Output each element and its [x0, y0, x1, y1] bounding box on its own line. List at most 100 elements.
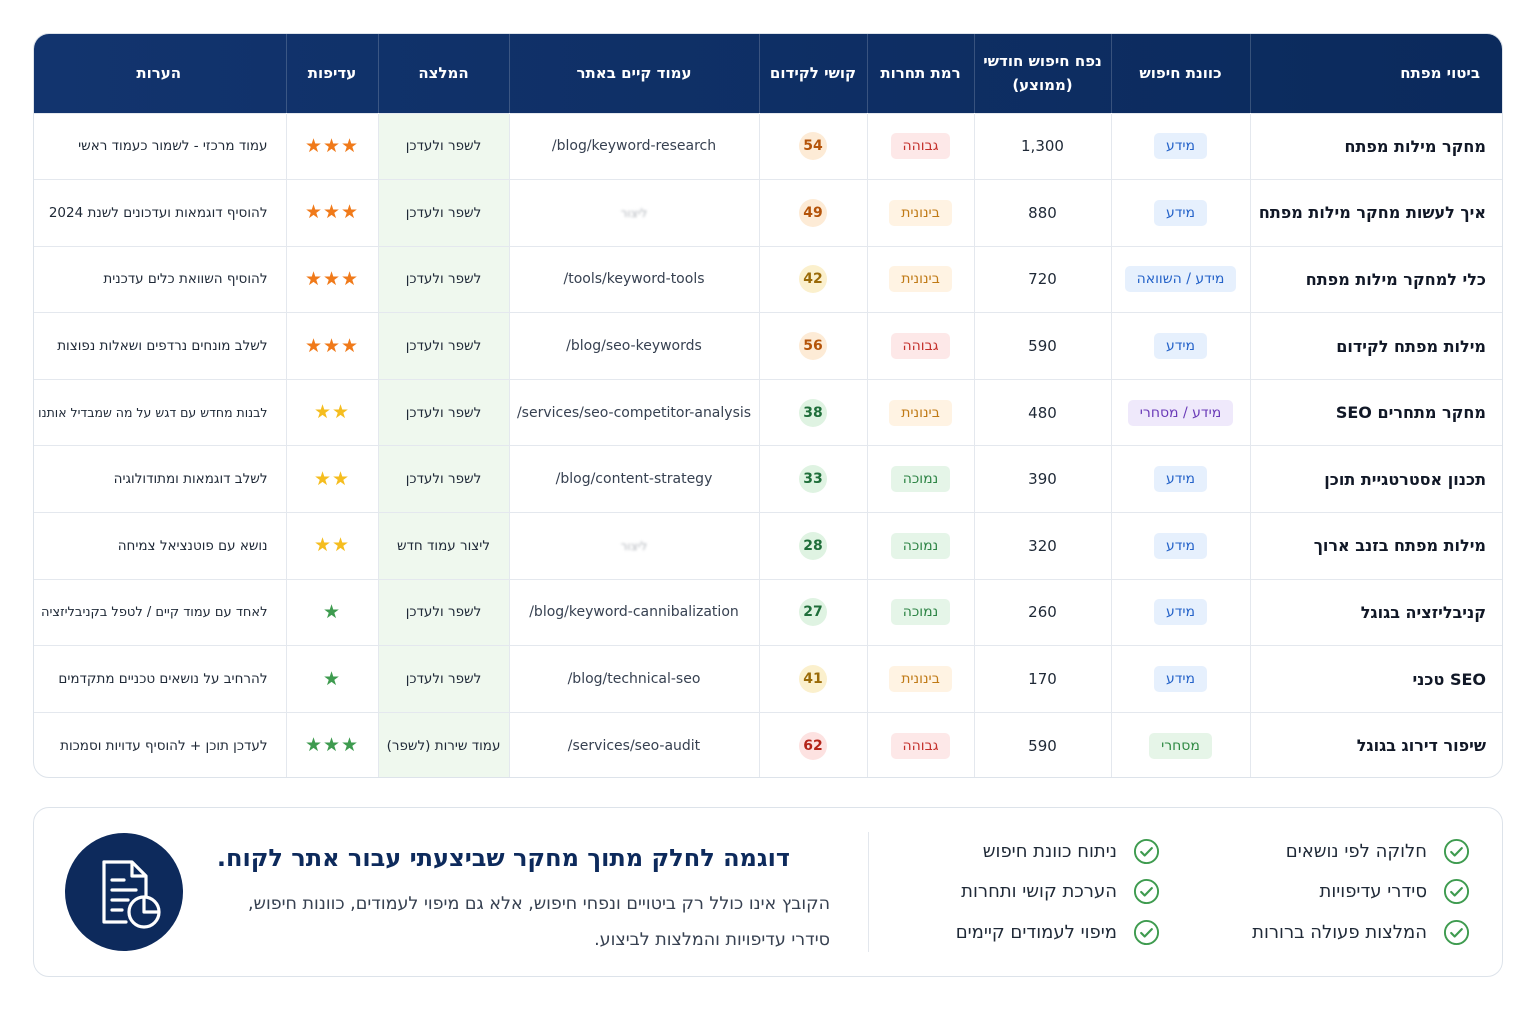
competition-badge: בינונית [889, 666, 952, 693]
summary-card: חלוקה לפי נושאים סידרי עדיפויות המלצות פ… [33, 807, 1503, 977]
intent-badge: מסחרי [1149, 732, 1212, 759]
notes-cell: לעדכן תוכן + להוסיף עדויות וסמכות [34, 711, 286, 777]
difficulty-cell: 28 [758, 512, 867, 580]
keyword-cell: SEO טכני [1249, 645, 1502, 713]
notes-cell: לאחד עם עמוד קיים / לטפל בקניבליזציה [34, 578, 286, 646]
competition-cell: בינונית [866, 245, 974, 313]
check-circle-icon [1443, 919, 1470, 946]
difficulty-badge: 49 [799, 198, 827, 227]
notes-cell: לשלב מונחים נרדפים ושאלות נפוצות [34, 312, 286, 380]
intent-badge: מידע [1153, 666, 1208, 693]
header-competition: רמת תחרות [866, 34, 974, 113]
difficulty-badge: 28 [799, 531, 827, 560]
intent-badge: מידע [1153, 333, 1208, 360]
difficulty-cell: 27 [758, 578, 867, 646]
recommendation-cell: לשפר ולעדכן [377, 112, 509, 180]
recommendation-cell: לשפר ולעדכן [377, 378, 509, 446]
keyword-cell: תכנון אסטרטגיית תוכן [1249, 445, 1502, 513]
page-cell: /services/seo-competitor-analysis [508, 378, 759, 446]
keyword-cell: מילות מפתח בזנב ארוך [1249, 512, 1502, 580]
priority-cell: ★★ [285, 378, 378, 446]
page-placeholder-blurred: ליצור [620, 538, 648, 553]
intent-cell: מידע [1110, 179, 1250, 247]
check-circle-icon [1133, 878, 1160, 905]
feature-item: הערכת קושי ותחרות [961, 878, 1160, 905]
check-circle-icon [1443, 878, 1470, 905]
priority-cell: ★★★ [285, 245, 378, 313]
volume-cell: 480 [973, 378, 1111, 446]
priority-stars-icon: ★★★ [304, 734, 360, 757]
priority-stars-icon: ★★ [313, 534, 351, 557]
priority-stars-icon: ★ [322, 600, 342, 623]
keyword-cell: מחקר מתחרים SEO [1249, 378, 1502, 446]
difficulty-cell: 42 [758, 245, 867, 313]
keyword-research-table: ביטוי מפתח כוונת חיפוש נפח חיפוש חודשי (מ… [34, 34, 1502, 777]
intent-badge: מידע [1153, 199, 1208, 226]
recommendation-cell: ליצור עמוד חדש [377, 512, 509, 580]
feature-label: המלצות פעולה ברורות [1252, 922, 1427, 943]
competition-cell: נמוכה [866, 578, 974, 646]
feature-item: המלצות פעולה ברורות [1252, 919, 1470, 946]
table-row: מילות מפתח לקידום מידע 590 גבוהה 56 /blo… [34, 312, 1502, 380]
priority-stars-icon: ★ [322, 667, 342, 690]
table-row: מילות מפתח בזנב ארוך מידע 320 נמוכה 28 ל… [34, 512, 1502, 580]
difficulty-badge: 41 [799, 665, 827, 694]
intent-cell: מידע [1110, 112, 1250, 180]
keyword-cell: כלי למחקר מילות מפתח [1249, 245, 1502, 313]
difficulty-badge: 62 [799, 731, 827, 760]
recommendation-cell: לשפר ולעדכן [377, 578, 509, 646]
intent-cell: מידע [1110, 578, 1250, 646]
difficulty-cell: 38 [758, 378, 867, 446]
competition-badge: נמוכה [890, 466, 951, 493]
header-page: עמוד קיים באתר [508, 34, 759, 113]
competition-badge: גבוהה [890, 732, 951, 759]
recommendation-cell: עמוד שירות (לשפר) [377, 711, 509, 777]
difficulty-cell: 62 [758, 711, 867, 777]
recommendation-cell: לשפר ולעדכן [377, 312, 509, 380]
intent-cell: מסחרי [1110, 711, 1250, 777]
recommendation-cell: לשפר ולעדכן [377, 445, 509, 513]
difficulty-cell: 41 [758, 645, 867, 713]
competition-badge: נמוכה [890, 599, 951, 626]
notes-cell: להוסיף דוגמאות ועדכונים לשנת 2024 [34, 179, 286, 247]
table-row: מחקר מילות מפתח מידע 1,300 גבוהה 54 /blo… [34, 112, 1502, 180]
keyword-cell: קניבליזציה בגוגל [1249, 578, 1502, 646]
priority-stars-icon: ★★ [313, 467, 351, 490]
page-cell: /blog/keyword-research [508, 112, 759, 180]
competition-badge: בינונית [889, 199, 952, 226]
difficulty-badge: 42 [799, 265, 827, 294]
keyword-cell: איך לעשות מחקר מילות מפתח [1249, 179, 1502, 247]
notes-cell: עמוד מרכזי - לשמור כעמוד ראשי [34, 112, 286, 180]
keyword-cell: שיפור דירוג בגוגל [1249, 711, 1502, 777]
difficulty-badge: 33 [799, 465, 827, 494]
table-row: קניבליזציה בגוגל מידע 260 נמוכה 27 /blog… [34, 578, 1502, 646]
recommendation-cell: לשפר ולעדכן [377, 245, 509, 313]
volume-cell: 720 [973, 245, 1111, 313]
competition-badge: בינונית [889, 399, 952, 426]
priority-cell: ★★ [285, 445, 378, 513]
volume-cell: 170 [973, 645, 1111, 713]
recommendation-cell: לשפר ולעדכן [377, 179, 509, 247]
check-circle-icon [1443, 838, 1470, 865]
difficulty-cell: 49 [758, 179, 867, 247]
summary-title: דוגמה לחלק מתוך מחקר שביצעתי עבור אתר לק… [216, 844, 790, 872]
feature-item: מיפוי לעמודים קיימים [956, 919, 1160, 946]
keyword-research-table-card: ביטוי מפתח כוונת חיפוש נפח חיפוש חודשי (מ… [33, 33, 1503, 778]
priority-stars-icon: ★★★ [304, 134, 360, 157]
volume-cell: 260 [973, 578, 1111, 646]
notes-cell: להוסיף השוואת כלים עדכנית [34, 245, 286, 313]
recommendation-cell: לשפר ולעדכן [377, 645, 509, 713]
volume-cell: 390 [973, 445, 1111, 513]
header-priority: עדיפות [285, 34, 378, 113]
competition-cell: גבוהה [866, 312, 974, 380]
difficulty-cell: 54 [758, 112, 867, 180]
page-placeholder-blurred: ליצור [620, 205, 648, 220]
difficulty-cell: 56 [758, 312, 867, 380]
header-keyword: ביטוי מפתח [1249, 34, 1502, 113]
priority-cell: ★ [285, 645, 378, 713]
difficulty-badge: 54 [799, 132, 827, 161]
priority-cell: ★★★ [285, 312, 378, 380]
feature-label: סידרי עדיפויות [1319, 881, 1427, 902]
feature-label: חלוקה לפי נושאים [1285, 841, 1427, 862]
divider [868, 832, 869, 952]
